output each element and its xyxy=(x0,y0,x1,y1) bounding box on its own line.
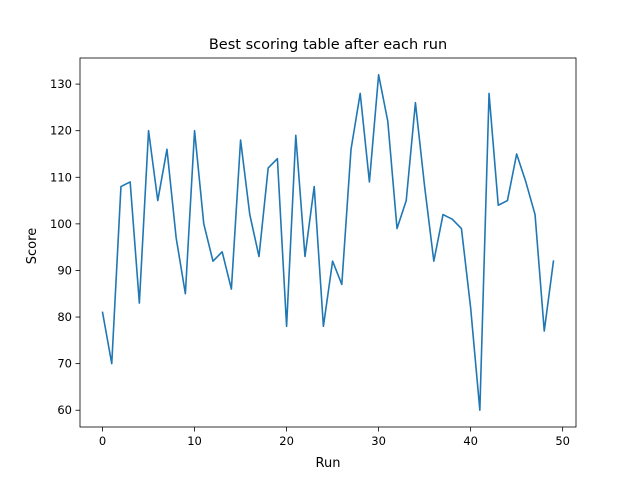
x-tick-label: 10 xyxy=(187,434,202,448)
chart-title: Best scoring table after each run xyxy=(209,37,447,53)
y-tick-label: 60 xyxy=(57,403,72,417)
plot-frame xyxy=(79,57,577,428)
x-axis-label: Run xyxy=(316,456,341,471)
y-tick-label: 90 xyxy=(57,263,72,277)
x-tick-label: 40 xyxy=(463,434,478,448)
series-line xyxy=(101,73,555,412)
x-axis-ticks: 0 10 20 30 40 50 xyxy=(99,427,570,448)
y-tick-label: 120 xyxy=(50,124,72,138)
y-tick-label: 110 xyxy=(50,170,72,184)
y-tick-label: 130 xyxy=(50,77,72,91)
y-tick-label: 100 xyxy=(50,217,72,231)
x-tick-label: 20 xyxy=(279,434,294,448)
x-tick-label: 0 xyxy=(99,434,106,448)
x-tick-label: 50 xyxy=(555,434,570,448)
y-tick-label: 80 xyxy=(57,310,72,324)
y-tick-label: 70 xyxy=(57,357,72,371)
y-axis-label: Score xyxy=(25,228,40,264)
series-layer xyxy=(101,73,555,412)
y-axis-ticks: 60 70 80 90 100 110 120 130 xyxy=(50,77,80,417)
plot-area xyxy=(80,58,576,427)
x-tick-label: 30 xyxy=(371,434,386,448)
